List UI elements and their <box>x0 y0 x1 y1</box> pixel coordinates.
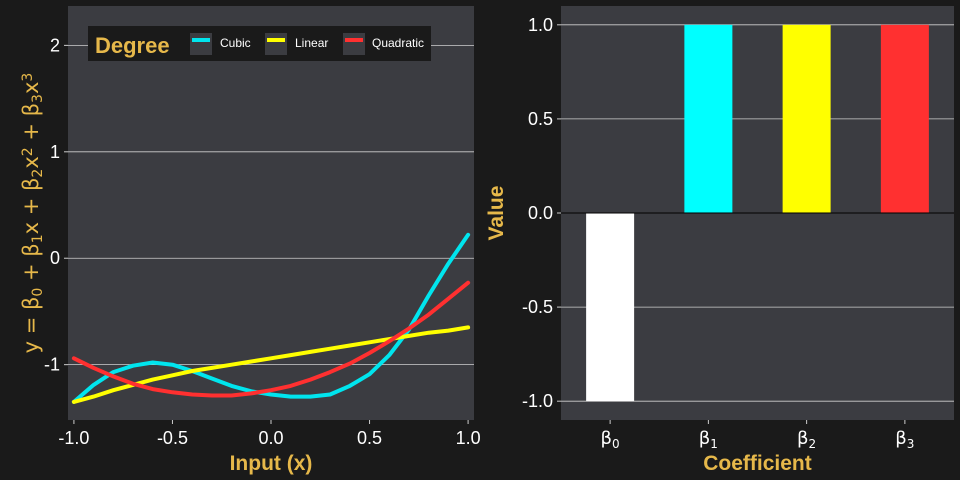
x-axis-title: Coefficient <box>703 452 812 475</box>
x-tick-label: 0.0 <box>258 428 283 448</box>
legend-box <box>88 26 431 61</box>
legend-key <box>343 33 365 55</box>
legend-label-cubic: Cubic <box>220 36 251 50</box>
bar-β3 <box>880 24 929 214</box>
x-tick-label: -0.5 <box>157 428 188 448</box>
y-tick-label: 0.0 <box>528 203 553 223</box>
x-tick-label: β0 <box>601 428 620 451</box>
bar-β1 <box>684 24 733 214</box>
plot-panel <box>68 6 474 420</box>
series-line-linear <box>71 325 471 404</box>
series-line-quadratic <box>71 280 471 398</box>
legend-label-quadratic: Quadratic <box>372 36 424 50</box>
y-axis-title: Value <box>485 186 508 241</box>
x-tick-label: -1.0 <box>58 428 89 448</box>
y-tick-label: 0 <box>50 248 60 268</box>
y-tick-label: -1.0 <box>522 391 553 411</box>
x-axis-title: Input (x) <box>230 452 313 475</box>
legend-label-linear: Linear <box>295 36 328 50</box>
x-tick-label: 1.0 <box>456 428 481 448</box>
x-tick-label: 0.5 <box>357 428 382 448</box>
coefficient-bar-chart: -1.0 -0.5 0.0 0.5 1.0 β0 β1 β2 β3 Coefficient Valu… <box>485 6 954 475</box>
y-tick-label: 2 <box>50 35 60 55</box>
legend-title: Degree <box>95 33 170 58</box>
legend: Degree Cubic Linear Quadratic <box>88 26 431 61</box>
x-tick-label: β3 <box>895 428 914 451</box>
y-tick-label: 0.5 <box>528 109 553 129</box>
y-axis-title: y = β0 + β1x + β2x2 + β3x3 <box>19 73 46 354</box>
x-tick-label: β2 <box>797 428 816 451</box>
polynomial-line-chart: -1 0 1 2 -1.0 -0.5 0.0 0.5 1.0 Input (x) y = β0 + … <box>19 6 481 475</box>
legend-key <box>190 33 212 55</box>
y-tick-label: -0.5 <box>522 297 553 317</box>
y-tick-label: 1 <box>50 142 60 162</box>
y-tick-label: -1 <box>44 355 60 375</box>
x-tick-label: β1 <box>699 428 718 451</box>
bar-β2 <box>782 24 831 214</box>
bar-β0 <box>586 213 635 402</box>
y-tick-label: 1.0 <box>528 15 553 35</box>
legend-key <box>265 33 287 55</box>
